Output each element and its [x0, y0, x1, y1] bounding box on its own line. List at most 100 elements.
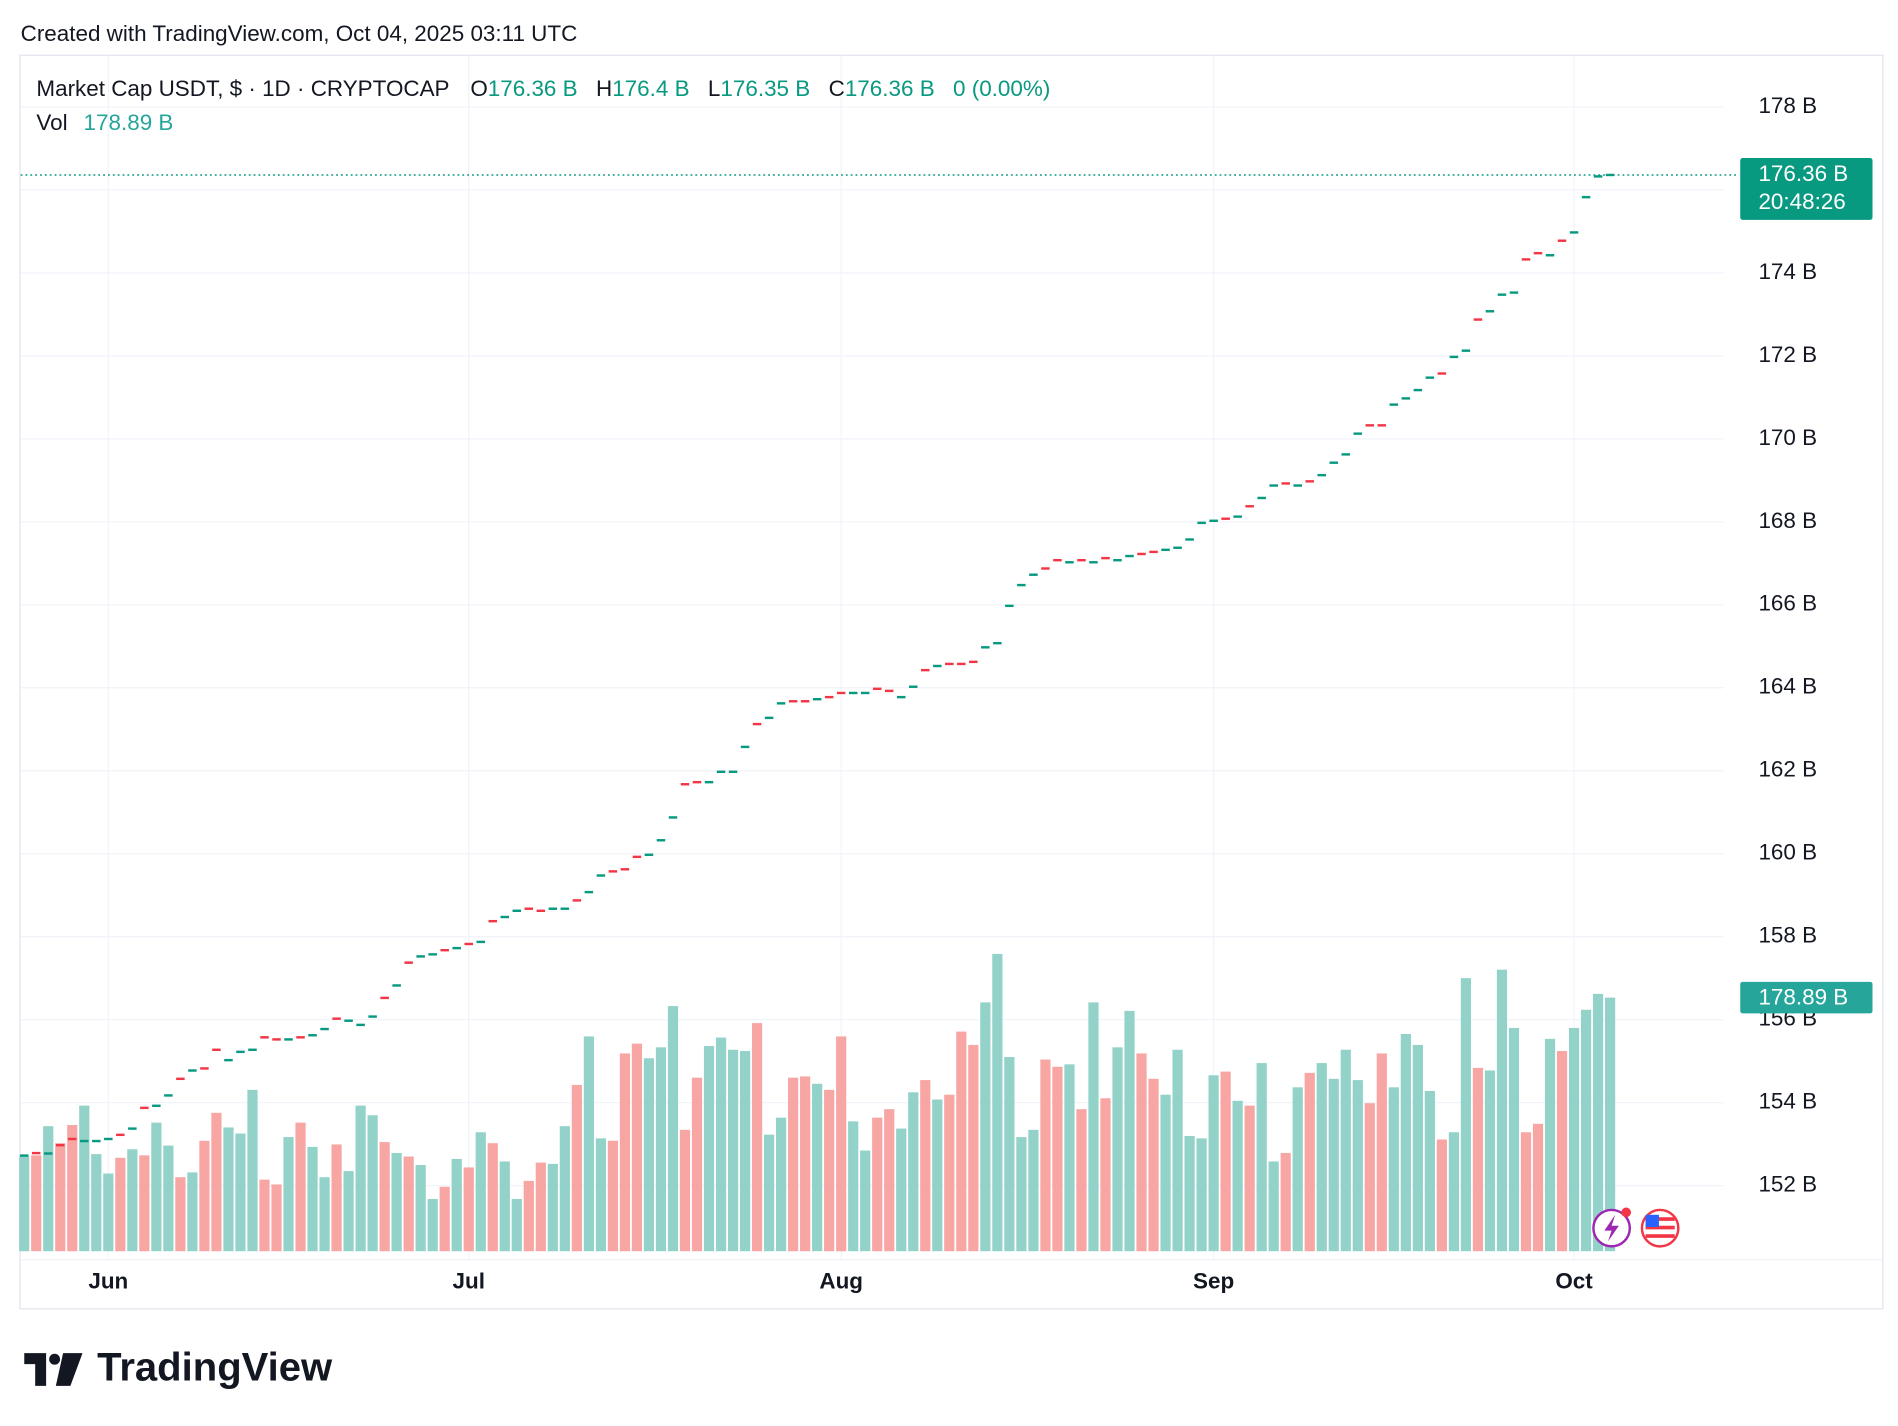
x-tick-label: Aug [819, 1269, 863, 1294]
candle-body [1425, 376, 1435, 379]
candle-body [1329, 461, 1339, 464]
volume-bar [1244, 1105, 1255, 1252]
chart-frame [19, 54, 1884, 1310]
flag-stripe [1645, 1234, 1675, 1238]
candle-body [1065, 561, 1074, 564]
candle-body [368, 1015, 377, 1018]
volume-bar [283, 1137, 294, 1252]
candle-body [1089, 561, 1098, 564]
volume-bar [1460, 978, 1472, 1252]
candle-body [284, 1038, 293, 1041]
candle-body [92, 1139, 101, 1143]
candle-body [1137, 552, 1146, 556]
volume-bar [1124, 1010, 1135, 1252]
volume-bar [1148, 1078, 1159, 1252]
candle-body [1485, 310, 1495, 313]
x-tick-label: Oct [1555, 1269, 1593, 1294]
candle-body [1113, 558, 1122, 562]
volume-bar [163, 1145, 174, 1252]
volume-bar [715, 1037, 727, 1252]
volume-bar [1004, 1056, 1015, 1252]
candle-body [1401, 397, 1411, 400]
candle-body [308, 1034, 317, 1037]
symbol-title: Market Cap USDT, $ · 1D · CRYPTOCAP [36, 76, 449, 101]
legend-key: C [829, 76, 845, 101]
candle-body [1557, 239, 1567, 242]
volume-bar [175, 1177, 186, 1252]
volume-bar [223, 1127, 234, 1252]
candle-body [476, 940, 485, 944]
volume-bar [259, 1179, 270, 1252]
volume-bar [956, 1031, 967, 1252]
candle-body [380, 996, 389, 1000]
candle-body [31, 1151, 41, 1155]
volume-bar [860, 1150, 871, 1252]
candle-body [620, 868, 630, 871]
candle-body [332, 1017, 341, 1020]
volume-bar [836, 1036, 847, 1252]
volume-bar [1076, 1109, 1087, 1252]
volume-bar [511, 1199, 522, 1252]
candle-body [140, 1106, 149, 1110]
candle-body [428, 953, 437, 956]
volume-bar [115, 1157, 126, 1252]
volume-bar [1532, 1123, 1544, 1252]
candle-body [584, 890, 594, 894]
volume-bar [1352, 1080, 1363, 1252]
volume-bar [1220, 1071, 1231, 1252]
candle-body [800, 700, 810, 703]
volume-bar [1400, 1034, 1411, 1252]
volume-bar [1016, 1137, 1027, 1252]
volume-bar [55, 1143, 66, 1252]
volume-bar [535, 1162, 546, 1252]
last-price-label: 176.36 B [1758, 161, 1848, 186]
flag-stripe [1645, 1225, 1675, 1230]
volume-bar [1580, 1009, 1592, 1252]
volume-bar [739, 1051, 751, 1252]
volume-bar [607, 1140, 619, 1252]
volume-bar [1364, 1103, 1375, 1252]
candle-body [1077, 558, 1086, 562]
volume-bar [1424, 1091, 1435, 1252]
volume-bar [331, 1144, 342, 1252]
volume-bar [1112, 1047, 1123, 1252]
candle-body [560, 907, 570, 910]
candle-body [488, 919, 498, 923]
candle-layer [19, 173, 1615, 1157]
volume-bar [1556, 1051, 1568, 1252]
candle-body [848, 691, 858, 695]
candle-body [909, 685, 918, 688]
volume-bar [307, 1146, 318, 1252]
volume-bar [1496, 969, 1508, 1252]
volume-bar [1052, 1066, 1063, 1252]
candle-body [416, 955, 425, 958]
created-note: Created with TradingView.com, Oct 04, 20… [21, 21, 578, 46]
candle-body [1449, 355, 1459, 359]
volume-bar [679, 1129, 691, 1252]
volume-legend-value: 178.89 B [84, 110, 174, 135]
legend-value: 176.4 B [612, 76, 689, 101]
candle-body [1569, 231, 1579, 234]
candle-body [224, 1058, 233, 1062]
legend-value: 176.35 B [720, 76, 810, 101]
candle-body [1221, 517, 1230, 520]
volume-bar [271, 1184, 282, 1252]
candle-body [981, 646, 990, 649]
legend-value: 176.36 B [845, 76, 935, 101]
candle-body [740, 745, 750, 749]
volume-bar [631, 1043, 643, 1252]
candle-body [860, 691, 870, 695]
volume-bar [499, 1161, 510, 1252]
volume-bar [655, 1047, 667, 1252]
candle-body [1041, 567, 1050, 570]
volume-bar [559, 1126, 570, 1252]
candle-body [1161, 548, 1170, 552]
candle-body [1509, 291, 1519, 294]
legend-value: 176.36 B [488, 76, 578, 101]
volume-bar [1388, 1087, 1399, 1252]
volume-bar [1316, 1063, 1327, 1252]
candle-body [993, 641, 1002, 645]
volume-bar [1064, 1064, 1075, 1252]
candle-body [548, 907, 558, 910]
volume-bar [932, 1099, 943, 1252]
